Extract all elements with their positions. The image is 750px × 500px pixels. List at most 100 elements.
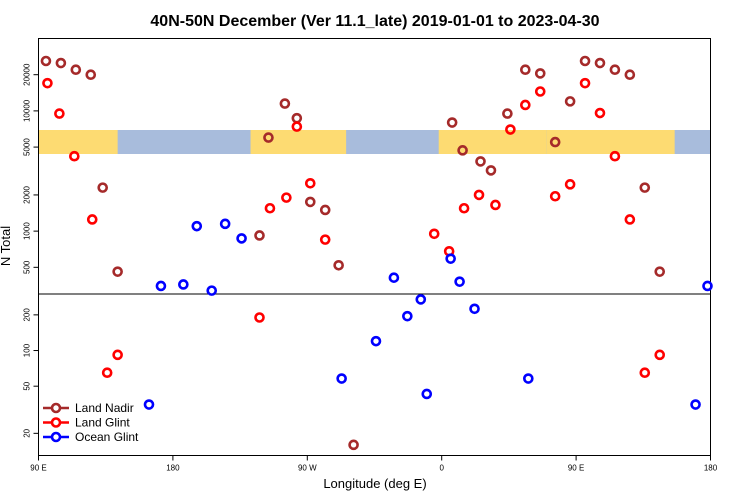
- map-land-1: [250, 130, 347, 154]
- ocean-glint-point-16: [523, 373, 534, 384]
- land-nadir-point-6: [254, 230, 265, 241]
- land-glint-point-22: [579, 77, 591, 89]
- lower-y-tick-label-3: 20: [23, 428, 32, 437]
- land-glint-point-23: [594, 107, 606, 119]
- x-tick-label-0: 90 E: [30, 464, 46, 473]
- land-glint-point-25: [624, 214, 636, 225]
- land-nadir-point-22: [564, 96, 576, 107]
- land-glint-point-8: [281, 192, 292, 203]
- land-nadir-point-5: [112, 266, 123, 277]
- ocean-glint-point-0: [143, 399, 155, 410]
- x-axis-label: Longitude (deg E): [323, 476, 426, 491]
- land-nadir-point-20: [534, 68, 546, 79]
- legend-marker-ocean-glint: [50, 431, 62, 443]
- land-glint-point-19: [534, 86, 546, 97]
- map-land-3: [546, 130, 675, 154]
- lower-y-tick-label-2: 50: [23, 381, 32, 390]
- land-nadir-point-25: [609, 64, 621, 76]
- ocean-glint-point-6: [236, 233, 247, 244]
- land-nadir-point-18: [502, 108, 513, 119]
- land-glint-point-6: [254, 312, 265, 323]
- land-glint-point-14: [458, 202, 470, 214]
- legend-label-land-nadir: Land Nadir: [75, 401, 134, 415]
- upper-y-tick-label-0: 20000: [23, 63, 32, 86]
- land-glint-point-21: [564, 179, 576, 190]
- data-points: [40, 55, 713, 451]
- land-glint-point-5: [112, 349, 123, 361]
- land-nadir-point-24: [594, 57, 606, 69]
- y-axis: 20000 10000 5000 2000 1000 500 200 100 50 20: [23, 63, 39, 438]
- ocean-glint-point-8: [370, 335, 382, 347]
- legend-marker-land-glint: [50, 417, 62, 428]
- land-glint-point-20: [549, 190, 561, 202]
- land-nadir-point-17: [485, 165, 497, 176]
- land-glint-point-27: [654, 349, 666, 361]
- upper-y-tick-label-1: 10000: [23, 99, 32, 122]
- x-tick-label-4: 90 E: [568, 464, 584, 473]
- plot-frame: [38, 38, 711, 456]
- lower-y-tick-label-0: 200: [23, 308, 32, 322]
- land-nadir-point-27: [639, 182, 651, 193]
- land-nadir-point-1: [55, 57, 67, 69]
- land-glint-point-26: [639, 367, 651, 378]
- chart-title: 40N-50N December (Ver 11.1_late) 2019-01…: [150, 13, 599, 30]
- ocean-glint-point-13: [445, 253, 456, 264]
- legend-label-land-glint: Land Glint: [75, 416, 130, 430]
- land-glint-point-10: [304, 177, 316, 189]
- land-nadir-point-16: [475, 156, 486, 167]
- ocean-glint-point-9: [388, 272, 400, 283]
- land-nadir-point-28: [654, 266, 666, 277]
- map-band: [38, 130, 711, 154]
- land-glint-point-11: [319, 234, 331, 245]
- map-land-2: [438, 130, 547, 154]
- ocean-glint-point-4: [206, 285, 218, 296]
- ocean-glint-point-3: [191, 220, 203, 232]
- land-glint-point-15: [473, 189, 485, 201]
- land-glint-point-0: [42, 77, 53, 89]
- ocean-glint-point-2: [178, 279, 189, 290]
- land-glint-point-4: [101, 367, 113, 378]
- land-glint-point-16: [490, 199, 501, 211]
- upper-y-tick-label-4: 1000: [23, 222, 32, 240]
- land-glint-point-3: [86, 214, 98, 225]
- land-glint-point-18: [520, 99, 531, 111]
- y-axis-label: N Total: [0, 226, 13, 266]
- land-nadir-point-23: [579, 55, 591, 67]
- ocean-glint-point-1: [155, 280, 167, 292]
- land-nadir-point-4: [97, 182, 109, 193]
- upper-y-tick-label-5: 500: [23, 260, 32, 274]
- x-tick-label-1: 180: [166, 464, 180, 473]
- land-nadir-point-0: [40, 55, 52, 67]
- ocean-glint-point-11: [415, 294, 427, 305]
- ocean-glint-point-10: [402, 310, 413, 322]
- x-tick-label-5: 180: [704, 464, 718, 473]
- ocean-glint-point-12: [421, 388, 433, 400]
- land-nadir-point-11: [319, 204, 331, 216]
- map-land-0: [38, 130, 118, 154]
- land-nadir-point-12: [333, 259, 344, 271]
- land-glint-point-7: [264, 202, 276, 214]
- land-nadir-point-14: [446, 117, 458, 128]
- land-nadir-point-13: [348, 439, 359, 451]
- land-nadir-point-21: [549, 136, 561, 148]
- legend-label-ocean-glint: Ocean Glint: [75, 430, 139, 444]
- upper-y-tick-label-3: 2000: [23, 185, 32, 203]
- x-tick-label-3: 0: [439, 464, 444, 473]
- ocean-glint-point-7: [336, 373, 347, 384]
- land-nadir-point-15: [457, 145, 468, 156]
- land-glint-point-1: [54, 108, 65, 119]
- upper-y-tick-label-2: 5000: [23, 138, 32, 156]
- land-nadir-point-10: [304, 196, 316, 208]
- land-glint-point-9: [291, 121, 303, 132]
- land-nadir-point-19: [520, 64, 531, 76]
- land-nadir-point-9: [291, 112, 303, 124]
- land-nadir-point-26: [624, 69, 636, 80]
- land-glint-point-24: [609, 150, 621, 162]
- ocean-glint-point-17: [690, 399, 701, 410]
- map-band-land: [38, 130, 675, 154]
- land-glint-point-17: [505, 124, 516, 135]
- lower-y-tick-label-1: 100: [23, 343, 32, 357]
- ocean-glint-point-5: [219, 218, 231, 230]
